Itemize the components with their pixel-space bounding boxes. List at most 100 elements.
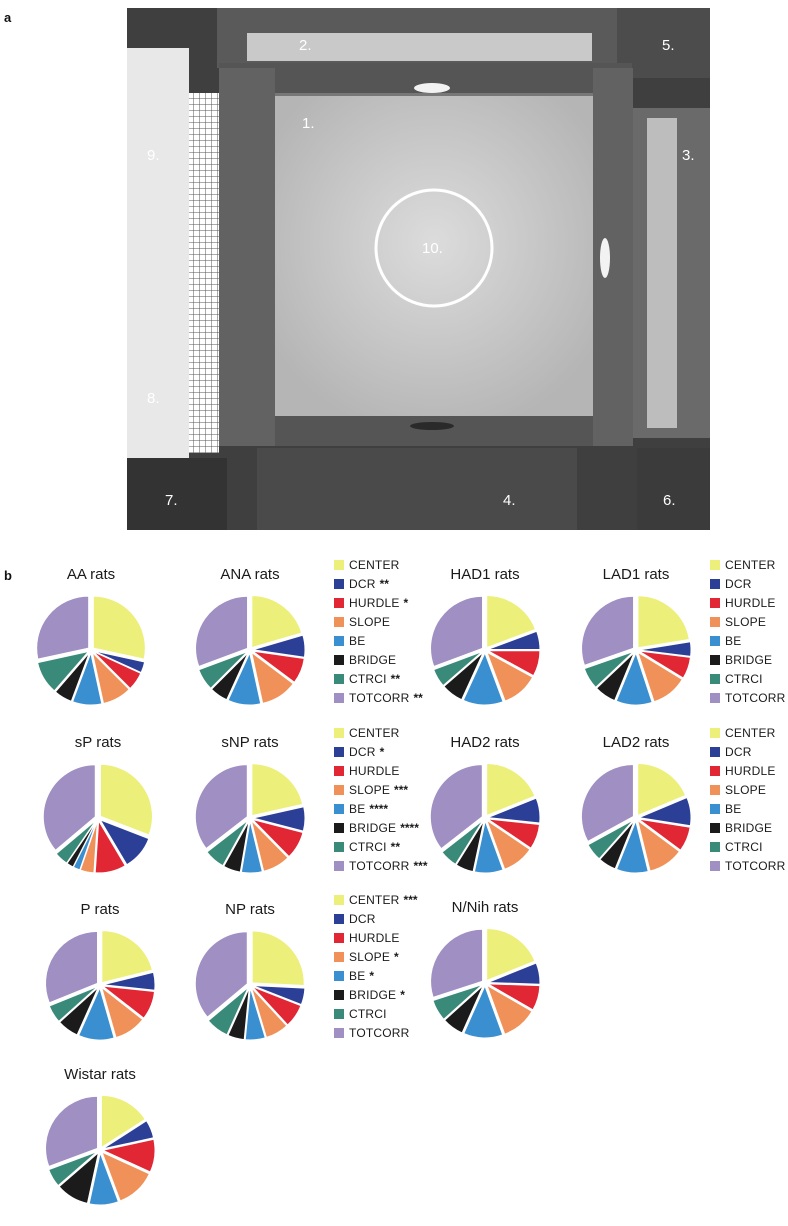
pie-svg xyxy=(429,763,541,874)
legend-item-slope: SLOPE * xyxy=(334,947,444,966)
photo-label-5: 5. xyxy=(662,37,675,54)
legend-item-ctrci: CTRCI xyxy=(710,837,788,856)
legend-swatch xyxy=(334,951,344,962)
pie-slice-ctrci xyxy=(583,651,634,689)
pie-slice-center xyxy=(637,763,687,817)
pie-slice-totcorr xyxy=(36,595,90,660)
legend-item-totcorr: TOTCORR ** xyxy=(334,688,444,707)
pie-title: Wistar rats xyxy=(64,1066,136,1083)
legend-label: DCR xyxy=(349,576,376,591)
pie-slice-be xyxy=(615,819,649,874)
significance-stars: *** xyxy=(394,782,409,797)
pie-chart-sp: sP rats xyxy=(38,734,188,894)
pie-svg xyxy=(45,930,156,1041)
pie-chart-p: P rats xyxy=(40,901,190,1061)
photo-label-8: 8. xyxy=(147,390,160,407)
pie-slice-totcorr xyxy=(42,764,96,852)
legend-item-be: BE xyxy=(334,631,444,650)
photo-label-9: 9. xyxy=(147,147,160,164)
pie-slice-be xyxy=(473,819,504,874)
pie-slice-be xyxy=(244,987,266,1041)
pie-slice-bridge xyxy=(223,820,250,873)
significance-stars: ** xyxy=(390,839,401,854)
pie-slice-hurdle xyxy=(252,650,305,684)
legend-item-dcr: DCR * xyxy=(334,742,444,761)
legend-label: TOTCORR xyxy=(349,858,410,873)
legend-item-hurdle: HURDLE xyxy=(710,593,788,612)
legend-label: TOTCORR xyxy=(349,1025,410,1040)
legend-swatch xyxy=(710,803,720,814)
legend-item-bridge: BRIDGE xyxy=(710,650,788,669)
legend-np: CENTER *** DCR HURDLE SLOPE * BE * BRIDGE * CTRCI T… xyxy=(334,890,444,1042)
pie-svg xyxy=(194,763,306,874)
legend-item-bridge: BRIDGE xyxy=(710,818,788,837)
legend-item-dcr: DCR xyxy=(710,742,788,761)
legend-swatch xyxy=(334,894,344,905)
pie-slice-slope xyxy=(251,987,288,1039)
pie-slice-totcorr xyxy=(45,1095,99,1168)
pie-slice-be xyxy=(463,984,504,1039)
significance-stars: *** xyxy=(413,858,428,873)
legend-label: BE xyxy=(725,633,742,648)
legend-swatch xyxy=(710,727,720,738)
pie-svg xyxy=(430,595,541,706)
pie-slice-ctrci xyxy=(198,651,248,690)
pie-slice-ctrci xyxy=(433,651,483,687)
photo-label-2: 2. xyxy=(299,37,312,54)
significance-stars: * xyxy=(394,949,399,964)
pie-title: LAD1 rats xyxy=(602,566,670,583)
pie-slice-totcorr xyxy=(194,931,248,1018)
pie-slice-slope xyxy=(100,986,144,1039)
pie-slice-hurdle xyxy=(487,983,541,1011)
legend-swatch xyxy=(710,654,720,665)
legend-label: HURDLE xyxy=(349,763,400,778)
legend-lad1: CENTER DCR HURDLE SLOPE BE BRIDGE CTRCI TOTCORR xyxy=(710,555,788,707)
pie-slice-hurdle xyxy=(250,818,304,858)
pie-slice-be xyxy=(615,651,653,706)
pie-slice-center xyxy=(101,930,153,984)
pie-slice-totcorr xyxy=(194,764,248,850)
legend-item-be: BE xyxy=(710,631,788,650)
apparatus-photo: 1. 2. 3. 4. 5. 6. 7. 8. 9. 10. xyxy=(127,8,710,530)
legend-item-center: CENTER xyxy=(334,555,444,574)
legend-item-slope: SLOPE *** xyxy=(334,780,444,799)
pie-slice-center xyxy=(92,595,146,660)
legend-swatch xyxy=(334,784,344,795)
legend-label: DCR xyxy=(349,744,376,759)
pie-slice-be xyxy=(462,651,504,706)
legend-label: SLOPE xyxy=(349,614,391,629)
pie-slice-bridge xyxy=(443,652,484,701)
significance-stars: ** xyxy=(379,576,389,591)
pie-slice-center xyxy=(486,928,536,982)
legend-label: TOTCORR xyxy=(725,690,786,705)
pie-chart-nnih: N/Nih rats xyxy=(425,899,575,1059)
pie-svg xyxy=(36,595,146,706)
pie-slice-totcorr xyxy=(430,595,484,668)
legend-swatch xyxy=(710,673,720,684)
pie-slice-hurdle xyxy=(94,819,126,874)
pie-slice-hurdle xyxy=(101,1138,156,1173)
legend-swatch xyxy=(710,692,720,703)
legend-item-bridge: BRIDGE **** xyxy=(334,818,444,837)
legend-lad2: CENTER DCR HURDLE SLOPE BE BRIDGE CTRCI TOTCORR xyxy=(710,723,788,875)
pie-chart-wistar: Wistar rats xyxy=(40,1066,190,1226)
pie-slice-slope xyxy=(91,651,130,705)
legend-swatch xyxy=(334,559,344,570)
pie-slice-hurdle xyxy=(487,818,541,849)
photo-label-3: 3. xyxy=(682,147,695,164)
legend-label: CENTER xyxy=(349,725,400,740)
legend-label: SLOPE xyxy=(725,782,767,797)
pie-slice-slope xyxy=(485,984,533,1035)
pie-chart-lad1: LAD1 rats xyxy=(576,566,726,726)
legend-swatch xyxy=(334,654,344,665)
pie-slice-bridge xyxy=(455,820,485,873)
legend-swatch xyxy=(334,616,344,627)
legend-item-dcr: DCR xyxy=(334,909,444,928)
pie-slice-be xyxy=(88,1151,120,1206)
pie-svg xyxy=(42,763,153,874)
significance-stars: * xyxy=(403,595,409,610)
pie-slice-bridge xyxy=(443,985,484,1034)
pie-slice-be xyxy=(240,820,263,874)
legend-item-center: CENTER xyxy=(710,723,788,742)
pie-slice-bridge xyxy=(227,987,250,1041)
